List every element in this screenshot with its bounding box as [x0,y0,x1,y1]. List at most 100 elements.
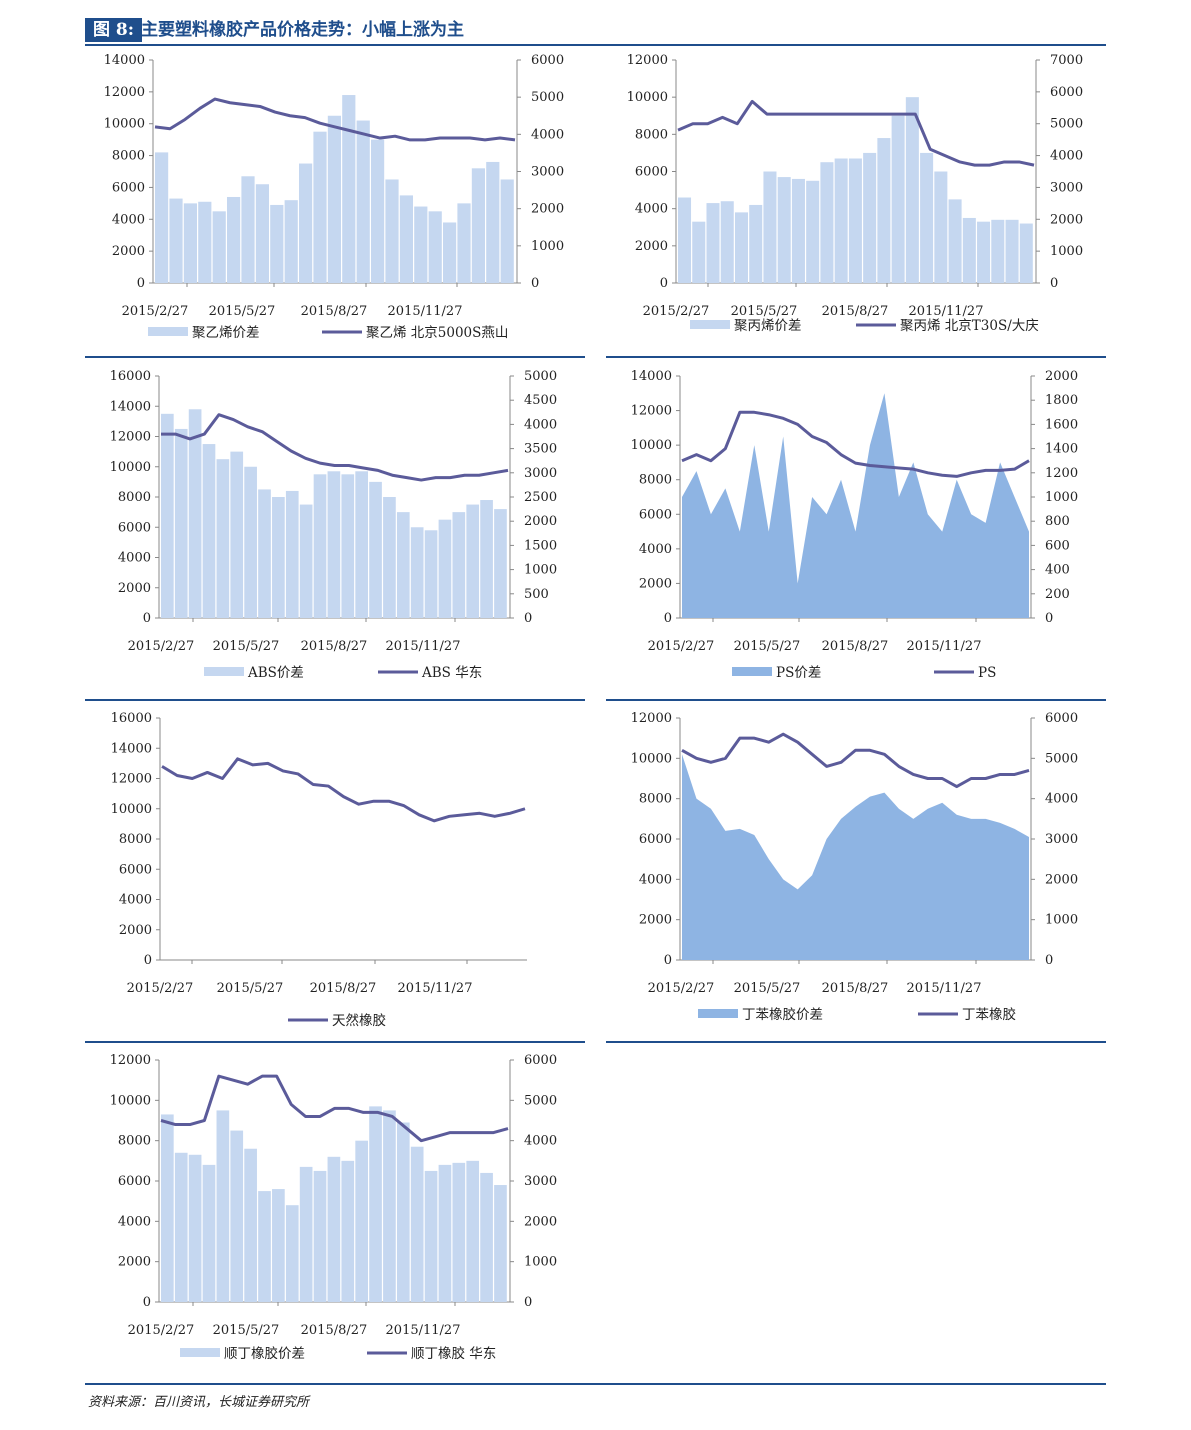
sbr-right-tick-label: 0 [1045,953,1053,968]
abs-bar [188,409,202,618]
nr-x-tick-label: 2015/11/27 [398,981,473,996]
pp-left-tick-label: 10000 [627,90,668,105]
source-note: 资料来源：百川资讯，长城证券研究所 [88,1395,310,1410]
br-bar [396,1122,410,1302]
pe-x-tick-label: 2015/2/27 [122,304,189,319]
pp-bar [820,162,834,283]
sbr-right-tick-label: 4000 [1045,792,1078,807]
pe-bar [457,203,471,283]
pp-bar [791,178,805,283]
pp-bar [1019,223,1033,283]
ps-left-tick-label: 0 [664,611,672,626]
abs-x-tick-label: 2015/8/27 [301,639,368,654]
br-bar [230,1130,244,1302]
abs-bar [383,497,396,618]
br-bar [383,1110,396,1302]
br-left-tick-label: 6000 [118,1174,151,1189]
pp-bar [678,197,692,283]
nr-left-tick-label: 4000 [119,893,152,908]
ps-right-tick-label: 800 [1045,514,1070,529]
sbr-left-tick-label: 6000 [639,832,672,847]
pe-left-tick-label: 4000 [112,212,145,227]
pe-bar [327,115,341,283]
pp-bar [763,171,777,283]
figure-header: 图 8: 主要塑料橡胶产品价格走势：小幅上涨为主 [85,18,1106,46]
pe-bar [212,211,226,283]
pp-right-tick-label: 5000 [1050,117,1083,132]
abs-x-tick-label: 2015/11/27 [386,639,461,654]
pp-left-tick-label: 8000 [635,127,668,142]
pp-right-tick-label: 2000 [1050,212,1083,227]
pe-legend-label: 聚乙烯 北京5000S燕山 [366,325,508,341]
br-x-tick-label: 2015/8/27 [301,1323,368,1338]
ps-legend-swatch-box [732,667,772,676]
abs-bar [355,471,368,618]
br-left-tick-label: 0 [143,1295,151,1310]
br-x-tick-label: 2015/11/27 [386,1323,461,1338]
pe-left-tick-label: 12000 [104,85,145,100]
abs-bar [230,451,244,618]
abs-right-tick-label: 2000 [524,514,557,529]
abs-left-tick-label: 4000 [118,551,151,566]
abs-right-tick-label: 1000 [524,563,557,578]
abs-left-tick-label: 12000 [110,430,151,445]
br-bar [452,1162,466,1302]
ps-x-tick-label: 2015/8/27 [822,639,889,654]
br-bar [202,1164,216,1302]
abs-bar [369,481,382,618]
pe-left-tick-label: 10000 [104,117,145,132]
pp-bar [806,180,820,283]
nr-left-tick-label: 14000 [111,741,152,756]
pe-legend-label: 聚乙烯价差 [192,325,260,341]
sbr-right-tick-label: 6000 [1045,711,1078,726]
pp-bar [977,221,991,283]
abs-bar [202,444,216,618]
br-left-tick-label: 4000 [118,1214,151,1229]
ps-left-tick-label: 4000 [639,542,672,557]
pe-bar [198,201,212,283]
abs-bar [494,509,507,618]
abs-bar [410,527,424,618]
abs-x-tick-label: 2015/5/27 [213,639,280,654]
pp-bar [891,115,905,283]
abs-legend-swatch-box [204,667,244,676]
ps-x-tick-label: 2015/11/27 [907,639,982,654]
ps-right-tick-label: 1400 [1045,442,1078,457]
pp-bar [734,212,748,283]
abs-bar [258,489,271,618]
abs-right-tick-label: 500 [524,587,549,602]
abs-bar [480,500,493,618]
br-right-tick-label: 2000 [524,1214,557,1229]
abs-left-tick-label: 2000 [118,581,151,596]
pe-bar [227,196,241,283]
abs-right-tick-label: 2500 [524,490,557,505]
pp-bar [706,203,720,283]
br-bar [258,1191,271,1302]
br-bar [410,1146,424,1302]
abs-legend-label: ABS价差 [247,665,304,681]
pe-left-tick-label: 14000 [104,53,145,68]
pe-bar [371,139,385,283]
pp-legend-swatch-box [690,320,730,329]
ps-right-tick-label: 2000 [1045,369,1078,384]
abs-x-tick-label: 2015/2/27 [128,639,195,654]
figure-title: 主要塑料橡胶产品价格走势：小幅上涨为主 [141,20,464,40]
br-line [160,1074,509,1143]
abs-bar [272,497,285,618]
br-bar [299,1166,313,1302]
sbr-right-tick-label: 3000 [1045,832,1078,847]
pp-bar [877,138,891,283]
ps-area [682,393,1029,618]
pp-right-tick-label: 7000 [1050,53,1083,68]
pe-legend-swatch-box [148,327,188,336]
br-bar [494,1185,507,1302]
sbr-right-tick-label: 1000 [1045,913,1078,928]
pp-bar [1005,219,1019,283]
pp-bar [962,217,976,283]
br-left-tick-label: 2000 [118,1255,151,1270]
figure-tag: 图 8: [85,18,143,42]
pe-line [154,97,516,142]
ps-right-tick-label: 1800 [1045,393,1078,408]
pe-right-tick-label: 2000 [531,202,564,217]
